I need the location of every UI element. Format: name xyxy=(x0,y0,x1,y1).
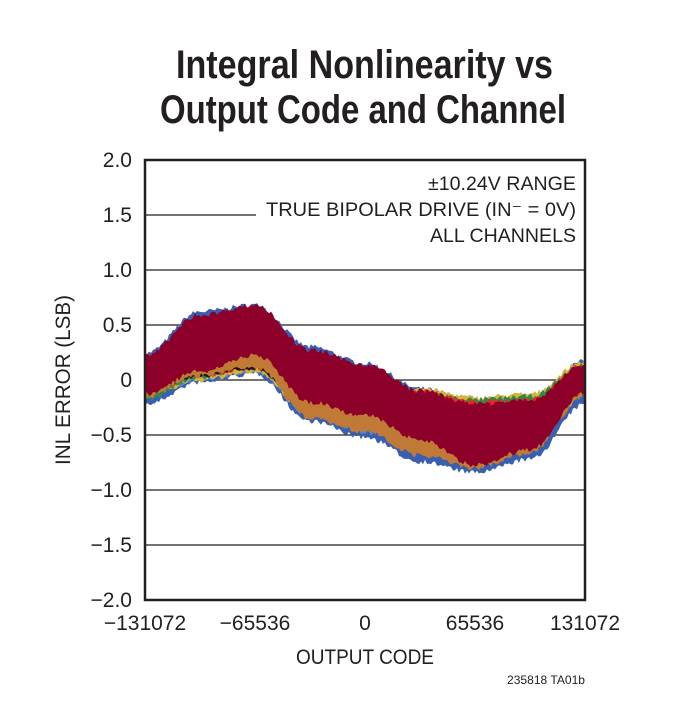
y-tick-label: −0.5 xyxy=(91,424,132,447)
chart-title-line-1: Integral Nonlinearity vs xyxy=(176,43,553,87)
annotation-range: ±10.24V RANGE xyxy=(428,174,576,195)
x-tick-label: 0 xyxy=(359,612,371,635)
x-tick-label: −131072 xyxy=(104,612,186,635)
y-tick-label: 1.5 xyxy=(103,204,132,227)
x-axis-label: OUTPUT CODE xyxy=(296,646,434,669)
y-tick-label: 0.5 xyxy=(103,314,132,337)
x-tick-labels: −131072 −65536 0 65536 131072 xyxy=(104,612,620,635)
chart-title-line-2: Output Code and Channel xyxy=(160,88,566,132)
y-tick-label: 0 xyxy=(120,369,132,392)
plot-frame xyxy=(143,158,587,602)
figure-footnote: 235818 TA01b xyxy=(507,673,585,687)
y-tick-label: 2.0 xyxy=(103,149,132,172)
annotation-drive: TRUE BIPOLAR DRIVE (IN⁻ = 0V) xyxy=(266,200,576,221)
annotation-channels: ALL CHANNELS xyxy=(430,226,576,247)
x-tick-label: 131072 xyxy=(550,612,620,635)
y-tick-label: 1.0 xyxy=(103,259,132,282)
y-tick-label: −1.5 xyxy=(91,534,132,557)
x-tick-label: −65536 xyxy=(220,612,291,635)
channel-band-8 xyxy=(145,303,585,468)
data-bands xyxy=(145,303,585,474)
y-tick-label: −1.0 xyxy=(91,479,132,502)
y-tick-labels: 2.0 1.5 1.0 0.5 0 −0.5 −1.0 −1.5 −2.0 xyxy=(91,149,132,612)
y-axis-label: INL ERROR (LSB) xyxy=(52,295,75,465)
y-tick-label: −2.0 xyxy=(91,589,132,612)
x-tick-label: 65536 xyxy=(446,612,504,635)
